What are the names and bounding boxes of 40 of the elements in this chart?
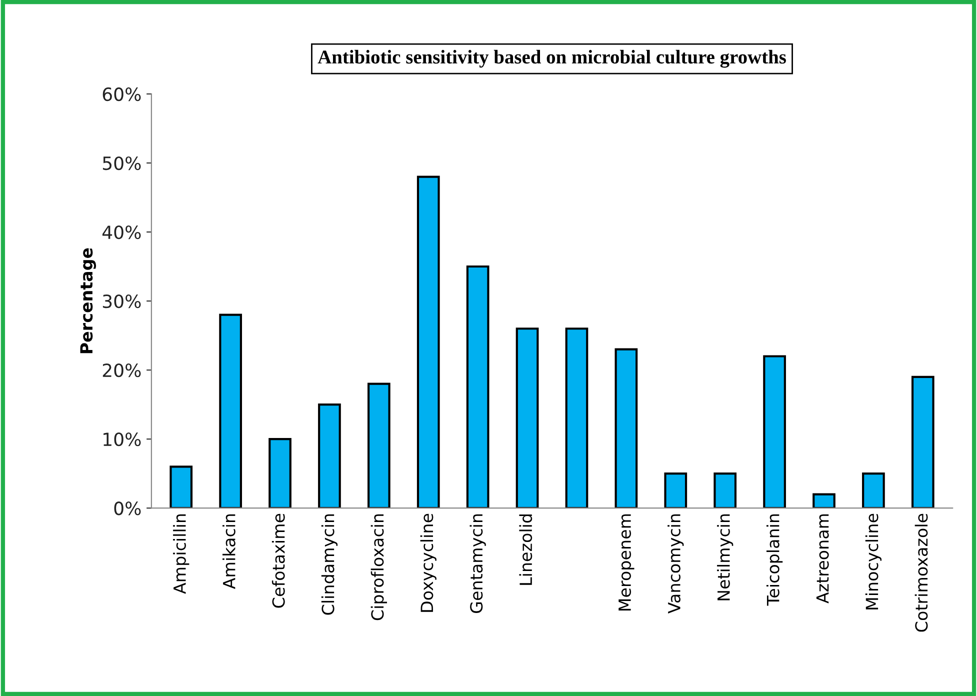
bar: [911, 376, 934, 508]
y-tick-label: 40%: [102, 225, 141, 240]
x-tick-label: Cotrimoxazole: [914, 514, 928, 632]
x-tick-label: Ampicillin: [173, 514, 190, 594]
x-tick-label: Clindamycin: [321, 514, 338, 615]
bar: [714, 472, 737, 508]
x-tick-label: Netilmycin: [717, 514, 734, 600]
x-tick-label: Minocycline: [865, 514, 882, 610]
x-tick-label: Amikacin: [222, 514, 236, 590]
bar: [862, 472, 885, 508]
bar: [170, 466, 193, 508]
x-tick-label: Meropenem: [618, 514, 634, 611]
y-tick-label: 30%: [102, 294, 141, 308]
y-tick-label: 60%: [102, 87, 141, 102]
x-tick-label: Teicoplanin: [766, 514, 783, 606]
bar: [763, 355, 786, 508]
bar: [565, 328, 588, 508]
bar: [516, 328, 539, 508]
bar: [664, 472, 688, 508]
x-tick-label: Gentamycin: [470, 514, 486, 613]
bar: [466, 265, 490, 508]
y-tick-label: 10%: [104, 432, 141, 446]
bar: [416, 176, 440, 508]
x-tick-label: Aztreonam: [816, 514, 829, 604]
bar: [268, 438, 292, 508]
x-tick-label: Doxycycline: [420, 514, 436, 612]
x-tick-label: Linezolid: [519, 514, 532, 585]
bar: [318, 404, 341, 508]
chart-title: Antibiotic sensitivity based on microbial culture growths: [318, 50, 786, 68]
y-tick-label: 50%: [102, 156, 141, 170]
x-tick-label: Ciprofloxacin: [370, 514, 387, 620]
bar: [367, 382, 390, 508]
bar: [614, 348, 638, 508]
x-tick-label: Cefotaxime: [272, 514, 285, 608]
x-tick-label: Vancomycin: [668, 514, 684, 614]
bar: [219, 314, 242, 508]
bar: [812, 493, 836, 508]
y-tick-label: 20%: [102, 364, 141, 378]
y-axis-title: Percentage: [80, 248, 96, 354]
y-tick-label: 0%: [114, 502, 141, 516]
